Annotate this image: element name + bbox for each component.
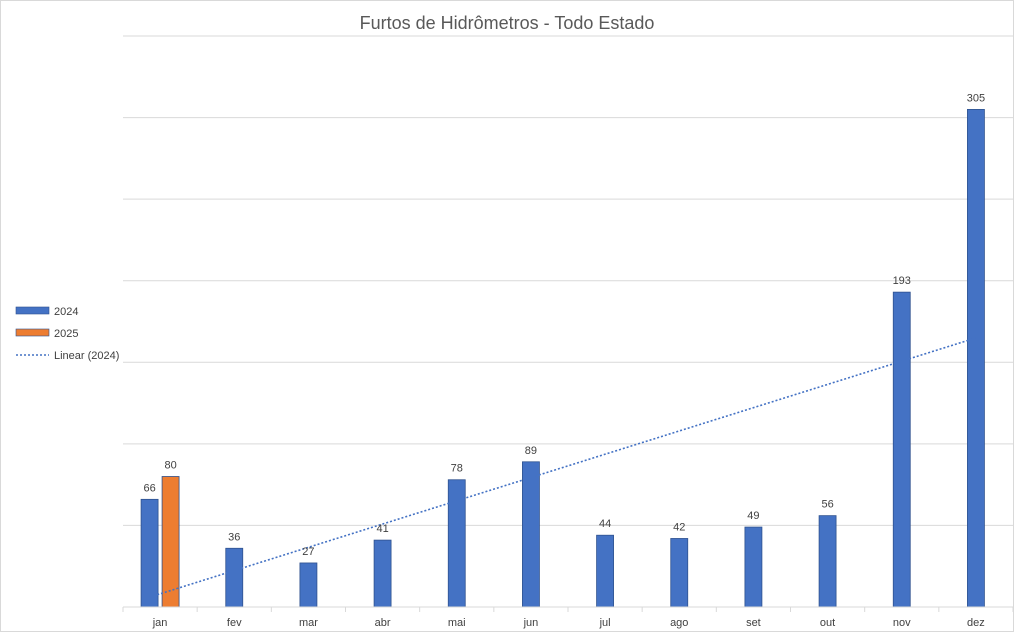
bar-2024-set	[744, 526, 763, 608]
x-tick-label-nov: nov	[893, 617, 911, 629]
data-label-2024-jun: 89	[525, 445, 537, 457]
bar-2024-nov	[892, 291, 911, 608]
data-label-2024-set: 49	[747, 510, 759, 522]
x-tick-label-jun: jun	[523, 617, 539, 629]
data-label-2024-ago: 42	[673, 521, 685, 533]
bar-2024-jul	[596, 534, 614, 608]
legend-label-2025: 2025	[54, 328, 78, 340]
bar-2025-jan	[161, 476, 180, 608]
data-label-2024-jan: 66	[143, 482, 155, 494]
bars	[140, 109, 985, 608]
trendline-linear-2024	[149, 337, 977, 598]
x-tick-label-jan: jan	[152, 617, 168, 629]
legend-label-2024: 2024	[54, 306, 78, 318]
bar-2024-jan	[140, 498, 159, 608]
data-label-2024-nov: 193	[893, 275, 911, 287]
x-tick-label-mai: mai	[448, 617, 466, 629]
data-labels: 66 80 36 27 41 78 89 44 42 49 56 193 305	[143, 92, 985, 558]
data-label-2024-jul: 44	[599, 518, 611, 530]
bar-2024-out	[818, 515, 837, 608]
data-label-2025-jan: 80	[164, 459, 176, 471]
bar-2024-fev	[225, 547, 244, 608]
bar-2024-ago	[670, 538, 689, 608]
trendline	[149, 337, 977, 598]
x-tick-label-mar: mar	[299, 617, 318, 629]
x-tick-label-set: set	[746, 617, 761, 629]
data-label-2024-fev: 36	[228, 531, 240, 543]
x-tick-label-ago: ago	[670, 617, 688, 629]
x-axis: jan fev mar abr mai jun jul ago set out nov dez	[122, 606, 1014, 629]
bar-2024-jun	[522, 461, 540, 608]
bar-2024-dez	[967, 109, 985, 608]
data-label-2024-mar: 27	[302, 546, 314, 558]
legend-swatch-2025	[15, 328, 50, 337]
data-label-2024-dez: 305	[967, 92, 985, 104]
gridlines	[123, 35, 1013, 526]
chart-title: Furtos de Hidrômetros - Todo Estado	[360, 13, 655, 33]
x-tick-label-fev: fev	[227, 617, 242, 629]
x-tick-label-out: out	[820, 617, 835, 629]
legend-label-trendline: Linear (2024)	[54, 350, 119, 362]
data-label-2024-out: 56	[821, 499, 833, 511]
x-tick-label-jul: jul	[599, 617, 611, 629]
data-label-2024-abr: 41	[376, 523, 388, 535]
legend-swatch-2024	[15, 306, 50, 315]
data-label-2024-mai: 78	[451, 463, 463, 475]
bar-2024-mar	[299, 562, 318, 608]
x-tick-label-abr: abr	[375, 617, 391, 629]
bar-2024-abr	[373, 539, 392, 608]
legend: 2024 2025 Linear (2024)	[15, 306, 119, 362]
x-tick-label-dez: dez	[967, 617, 985, 629]
